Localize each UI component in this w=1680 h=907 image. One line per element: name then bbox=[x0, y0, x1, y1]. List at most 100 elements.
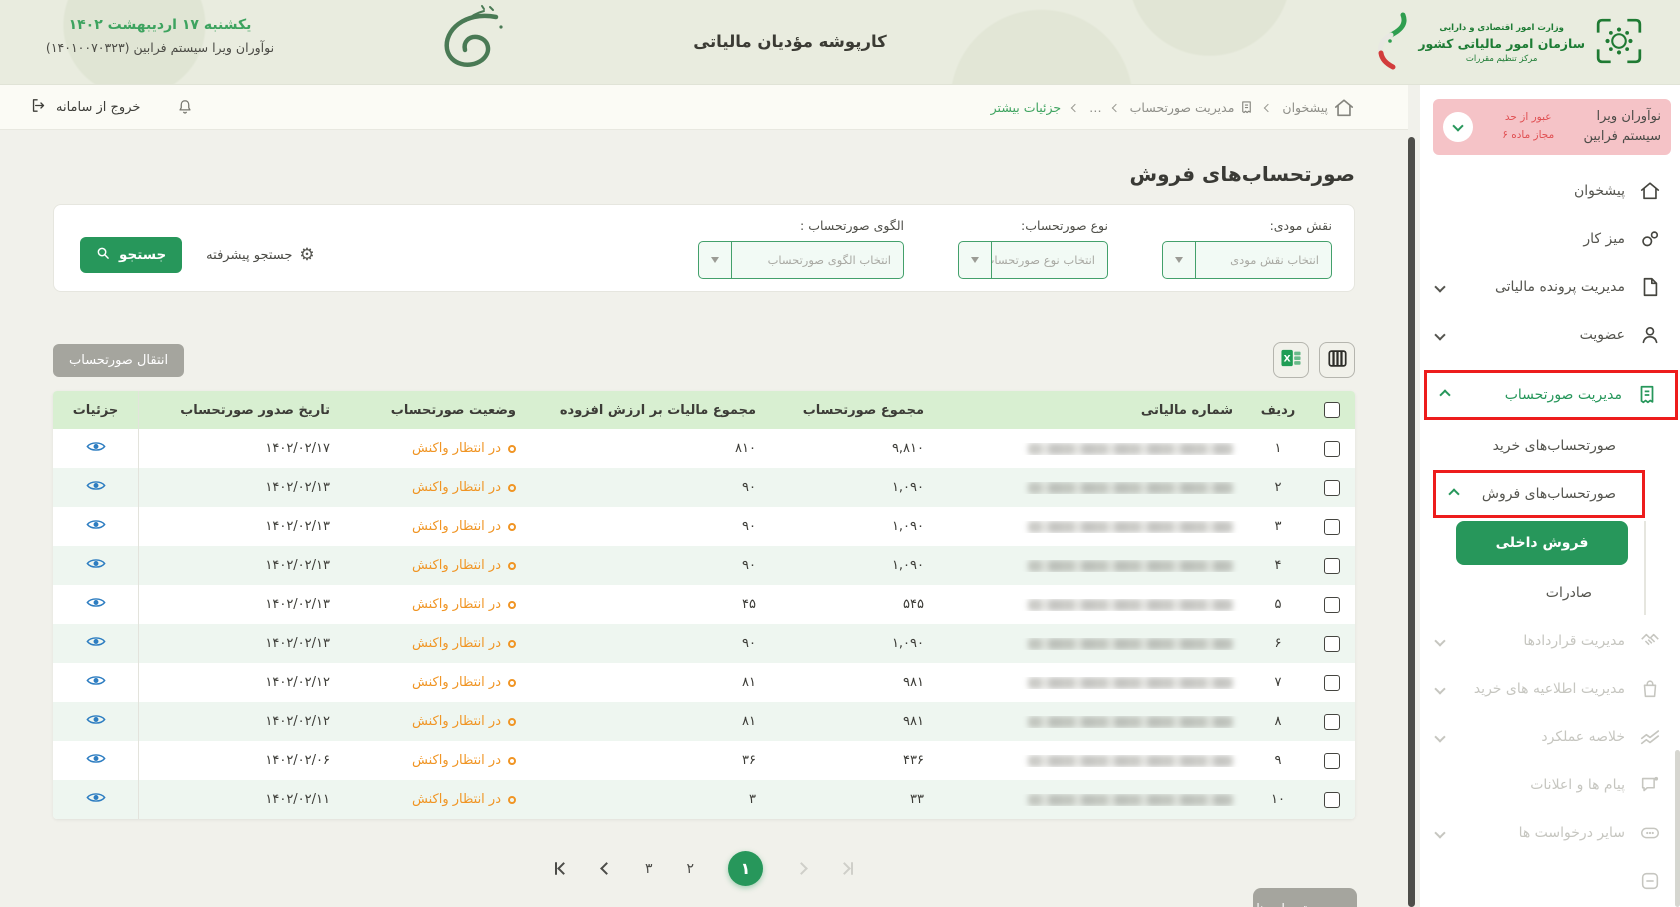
eye-icon[interactable] bbox=[85, 635, 106, 652]
sidebar-item[interactable]: مدیریت اطلاعیه های خرید bbox=[1420, 665, 1680, 713]
transfer-invoice-button[interactable]: انتقال صورتحساب bbox=[53, 343, 185, 377]
sidebar-item[interactable] bbox=[1420, 857, 1680, 905]
iran-flag-icon bbox=[1373, 11, 1409, 75]
row-checkbox[interactable] bbox=[1324, 518, 1340, 535]
row-checkbox[interactable] bbox=[1324, 752, 1340, 769]
invoice-vat: ۹۰ bbox=[742, 558, 756, 573]
status-dot-icon bbox=[508, 444, 516, 453]
row-checkbox[interactable] bbox=[1324, 596, 1340, 613]
invoice-vat: ۳۶ bbox=[742, 753, 756, 768]
column-settings-button[interactable] bbox=[1319, 342, 1355, 378]
sidebar-item[interactable]: مدیریت پرونده مالیاتی bbox=[1420, 263, 1680, 311]
header-tax-number: شماره مالیاتی bbox=[1140, 402, 1233, 418]
row-index: ۶ bbox=[1274, 636, 1282, 651]
sidebar-item[interactable]: صورتحساب‌های فروش bbox=[1433, 470, 1645, 519]
sidebar-item[interactable]: پیشخوان bbox=[1420, 167, 1680, 215]
filter-label: نقش مودی: bbox=[1269, 217, 1332, 233]
filter-card: نقش مودی: انتخاب نقش مودی نوع صورتحساب: … bbox=[53, 204, 1355, 292]
sidebar-item[interactable]: صورتحساب‌های خرید bbox=[1420, 423, 1680, 469]
limit-warning: عبور از حد مجاز ماده ۶ bbox=[1502, 111, 1555, 142]
filter-select[interactable]: انتخاب نقش مودی bbox=[1162, 240, 1332, 279]
ministry-line2: سازمان امور مالیاتی کشور bbox=[1418, 35, 1585, 51]
logout-button[interactable]: خروج از سامانه bbox=[30, 85, 140, 130]
status-dot-icon bbox=[508, 678, 516, 687]
issue-date: ۱۴۰۲/۰۲/۱۷ bbox=[265, 441, 330, 456]
sidebar-item-icon-slot bbox=[1638, 228, 1662, 250]
row-checkbox[interactable] bbox=[1324, 479, 1340, 496]
sidebar-item-label: پیشخوان bbox=[1573, 183, 1625, 200]
tax-number-blurred bbox=[1028, 559, 1233, 572]
eye-icon[interactable] bbox=[85, 596, 106, 613]
user-card-toggle-button[interactable] bbox=[1443, 112, 1473, 143]
chevron-left-icon bbox=[600, 862, 613, 875]
notification-bell-icon[interactable] bbox=[176, 98, 194, 121]
next-page-button[interactable] bbox=[600, 862, 613, 875]
sidebar-scrollbar[interactable] bbox=[1675, 750, 1680, 907]
page-3-button[interactable]: ۳ bbox=[644, 860, 653, 877]
sidebar-item[interactable]: مدیریت قراردادها bbox=[1420, 617, 1680, 665]
row-checkbox[interactable] bbox=[1324, 557, 1340, 574]
sidebar-item[interactable]: عضویت bbox=[1420, 311, 1680, 359]
row-checkbox[interactable] bbox=[1324, 791, 1340, 808]
eye-icon[interactable] bbox=[85, 518, 106, 535]
breadcrumb-icon-slot bbox=[1239, 100, 1254, 115]
sidebar-item[interactable]: مدیریت صورتحساب bbox=[1424, 370, 1678, 421]
chevron-icon bbox=[1434, 281, 1446, 293]
sidebar-subitem[interactable]: صادرات bbox=[1545, 585, 1592, 602]
invoice-status: در انتظار واکنش bbox=[344, 480, 530, 495]
sidebar-item[interactable]: میز کار bbox=[1420, 215, 1680, 263]
search-button[interactable]: جستجو bbox=[80, 237, 183, 273]
filter-select[interactable]: انتخاب الگوی صورتحساب bbox=[698, 240, 904, 279]
filter-label: نوع صورتحساب: bbox=[1021, 217, 1108, 233]
page-2-button[interactable]: ۲ bbox=[686, 860, 695, 877]
select-all-checkbox[interactable] bbox=[1324, 402, 1340, 418]
invoice-status: در انتظار واکنش bbox=[344, 441, 530, 456]
row-checkbox[interactable] bbox=[1324, 674, 1340, 691]
sidebar-item-icon-slot bbox=[1638, 180, 1662, 202]
row-checkbox[interactable] bbox=[1324, 440, 1340, 457]
eye-icon[interactable] bbox=[85, 479, 106, 496]
eye-icon[interactable] bbox=[85, 752, 106, 769]
chevron-icon bbox=[1434, 731, 1446, 743]
eye-icon[interactable] bbox=[85, 713, 106, 730]
page-1-button-active[interactable]: ۱ bbox=[728, 851, 764, 886]
invoice-sum-button[interactable]: جمع صورتحساب ها bbox=[1253, 888, 1357, 907]
excel-export-button[interactable]: X bbox=[1273, 342, 1309, 378]
row-checkbox[interactable] bbox=[1324, 713, 1340, 730]
content-scrollbar[interactable] bbox=[1408, 137, 1415, 907]
table-header-row: ردیف شماره مالیاتی مجموع صورتحساب مجموع … bbox=[53, 391, 1355, 429]
tax-organization-emblem-icon bbox=[1594, 16, 1644, 70]
last-page-button[interactable] bbox=[554, 862, 570, 875]
user-name: نوآوران ویرا سیستم فرابین bbox=[1583, 109, 1661, 145]
first-page-button[interactable] bbox=[838, 862, 854, 875]
breadcrumb-item[interactable]: پیشخوان bbox=[1282, 97, 1355, 119]
invoice-total: ۳۳ bbox=[910, 792, 924, 807]
filter-field: الگوی صورتحساب : انتخاب الگوی صورتحساب bbox=[698, 218, 904, 279]
issue-date: ۱۴۰۲/۰۲/۱۳ bbox=[265, 558, 330, 573]
sidebar-item[interactable]: سایر درخواست ها bbox=[1420, 809, 1680, 857]
breadcrumb-item[interactable]: … bbox=[1089, 100, 1102, 115]
advanced-search-label: جستجو پیشرفته bbox=[206, 247, 293, 263]
sidebar-item[interactable]: پیام ها و اعلانات bbox=[1420, 761, 1680, 809]
sidebar-item-icon-slot bbox=[1638, 678, 1662, 700]
advanced-search-button[interactable]: ⚙ جستجو پیشرفته bbox=[206, 245, 314, 265]
issue-date: ۱۴۰۲/۰۲/۱۱ bbox=[265, 792, 330, 807]
header-vat: مجموع مالیات بر ارزش افزوده bbox=[559, 402, 756, 418]
filter-placeholder: انتخاب نوع صورتحساب bbox=[992, 252, 1095, 267]
breadcrumb-item[interactable]: مدیریت صورتحساب bbox=[1130, 100, 1255, 115]
row-checkbox[interactable] bbox=[1324, 635, 1340, 652]
status-dot-icon bbox=[508, 795, 516, 804]
sidebar-item-label: مدیریت پرونده مالیاتی bbox=[1494, 279, 1625, 296]
eye-icon[interactable] bbox=[85, 557, 106, 574]
sidebar-item[interactable]: خلاصه عملکرد bbox=[1420, 713, 1680, 761]
eye-icon[interactable] bbox=[85, 674, 106, 691]
previous-page-button[interactable] bbox=[795, 862, 808, 875]
invoice-total: ۹۸۱ bbox=[903, 714, 924, 729]
filter-field: نقش مودی: انتخاب نقش مودی bbox=[1162, 218, 1332, 279]
sidebar-subitem-active[interactable]: فروش داخلی bbox=[1456, 521, 1628, 566]
eye-icon[interactable] bbox=[85, 791, 106, 808]
filter-select[interactable]: انتخاب نوع صورتحساب bbox=[958, 240, 1108, 279]
breadcrumb-item[interactable]: جزئیات بیشتر bbox=[990, 100, 1062, 115]
eye-icon[interactable] bbox=[85, 440, 106, 457]
tax-number-blurred bbox=[1028, 676, 1233, 689]
